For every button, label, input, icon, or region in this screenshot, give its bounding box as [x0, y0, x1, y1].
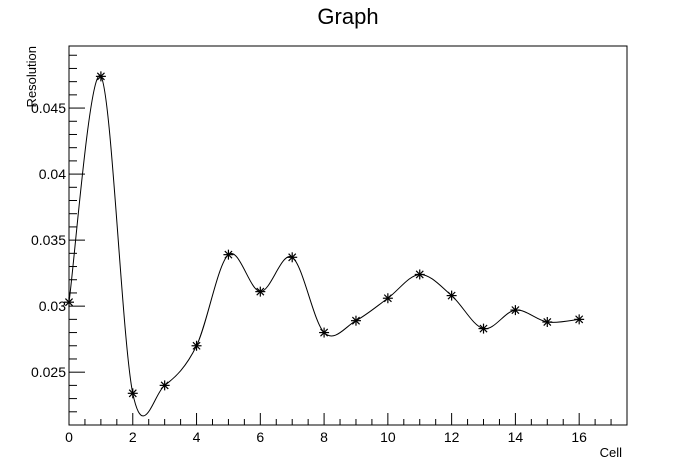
data-point	[159, 380, 170, 391]
data-point	[510, 305, 521, 316]
data-point	[319, 327, 330, 338]
data-point	[191, 340, 202, 351]
plot-frame	[68, 45, 628, 426]
x-tick-label: 0	[65, 429, 73, 445]
y-axis-label: Resolution	[24, 46, 39, 107]
data-point	[542, 317, 553, 327]
x-axis-label: Cell	[600, 445, 623, 460]
x-tick-label: 10	[380, 429, 396, 445]
y-tick-label: 0.035	[31, 232, 66, 248]
x-tick-label: 2	[129, 429, 137, 445]
y-axis: 0.025 0.03 0.035 0.04 0.045	[31, 54, 85, 426]
data-point	[382, 293, 393, 304]
x-tick-label: 6	[256, 429, 264, 445]
y-tick-label: 0.025	[31, 364, 66, 380]
data-point	[478, 323, 489, 334]
y-tick-label: 0.03	[39, 298, 66, 314]
data-point	[574, 314, 585, 325]
x-axis: 0 2 4 6 8 10 12 14 16	[65, 413, 628, 445]
data-point	[446, 290, 457, 301]
chart-title: Graph	[317, 4, 378, 29]
data-point	[350, 315, 361, 326]
data-point	[414, 269, 425, 280]
x-tick-label: 14	[508, 429, 524, 445]
x-tick-label: 8	[320, 429, 328, 445]
data-point	[95, 71, 106, 82]
x-tick-label: 4	[193, 429, 201, 445]
y-tick-label: 0.045	[31, 100, 66, 116]
data-point	[127, 388, 138, 399]
data-point	[255, 286, 266, 297]
data-point	[287, 252, 298, 263]
x-tick-label: 16	[571, 429, 587, 445]
data-point	[223, 249, 234, 260]
x-tick-label: 12	[444, 429, 460, 445]
y-tick-label: 0.04	[39, 166, 66, 182]
data-point	[64, 297, 74, 308]
series-markers	[64, 71, 585, 399]
